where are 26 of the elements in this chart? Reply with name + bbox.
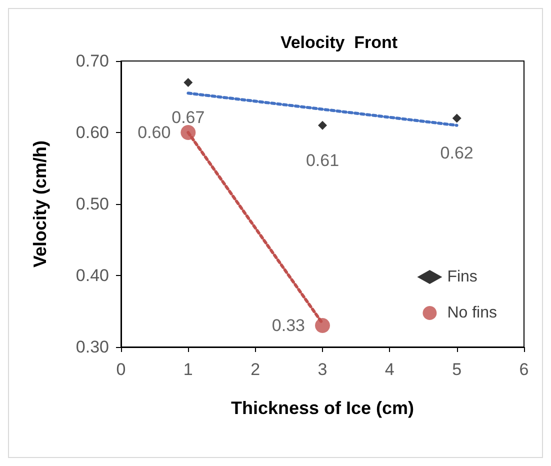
data-label: 0.33 xyxy=(272,316,305,336)
x-tick-label: 2 xyxy=(250,360,260,379)
data-label: 0.60 xyxy=(138,123,171,142)
data-label: 0.61 xyxy=(306,150,340,170)
y-axis-title: Velocity (cm/h) xyxy=(30,140,50,268)
y-tick-label: 0.50 xyxy=(76,194,109,214)
x-tick-label: 6 xyxy=(519,360,529,379)
data-label: 0.62 xyxy=(440,144,474,163)
point xyxy=(184,78,193,87)
y-tick-label: 0.30 xyxy=(76,338,109,356)
x-tick-label: 1 xyxy=(183,360,193,379)
legend-label: Fins xyxy=(447,268,478,286)
y-tick-label: 0.60 xyxy=(76,123,109,142)
y-tick-label: 0.40 xyxy=(76,266,109,285)
x-tick-label: 0 xyxy=(116,360,126,379)
x-axis-title: Thickness of Ice (cm) xyxy=(230,398,414,418)
data-label: 0.67 xyxy=(172,108,205,127)
x-tick-label: 5 xyxy=(452,360,462,379)
legend-label: No fins xyxy=(447,304,497,322)
x-tick-label: 3 xyxy=(318,360,328,379)
point xyxy=(318,120,327,130)
chart-title: Velocity Front xyxy=(280,33,398,52)
point xyxy=(452,114,462,123)
point xyxy=(315,318,330,334)
x-tick-label: 4 xyxy=(384,360,394,379)
y-tick-label: 0.70 xyxy=(76,52,109,70)
